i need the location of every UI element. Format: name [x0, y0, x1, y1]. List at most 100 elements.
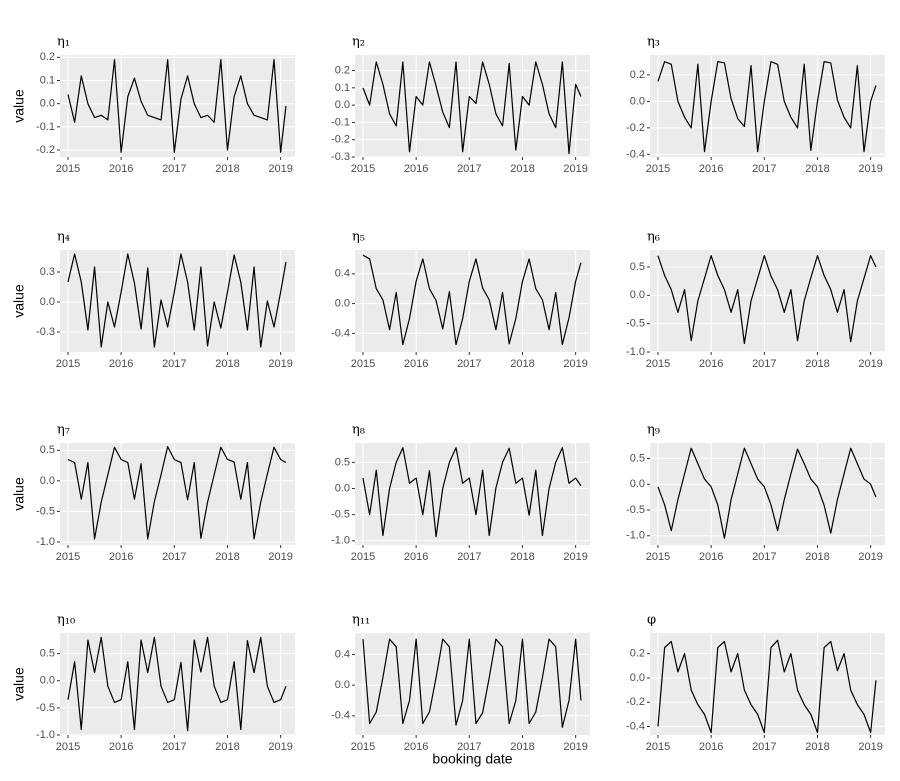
y-tick-label: 0.5 — [40, 444, 55, 456]
x-tick-label: 2018 — [805, 358, 829, 370]
data-line — [67, 446, 287, 540]
x-tick-label: 2016 — [699, 163, 723, 175]
x-tick-label: 2017 — [162, 551, 186, 563]
y-tick-label: -0.1 — [331, 116, 350, 128]
y-tick-label: 0.0 — [335, 679, 350, 691]
y-tick-label: 0.5 — [630, 261, 645, 273]
x-tick-label: 2019 — [563, 741, 587, 753]
y-tick-label: 0.3 — [40, 266, 55, 278]
x-tick-label: 2019 — [858, 163, 882, 175]
x-tick-label: 2019 — [563, 551, 587, 563]
x-tick-label: 2018 — [805, 741, 829, 753]
y-tick-label: -1.0 — [626, 530, 645, 542]
y-tick-label: -0.1 — [36, 121, 55, 133]
y-tick-label: -0.4 — [626, 720, 645, 732]
y-tick-label: 0.0 — [335, 482, 350, 494]
panel: φ -0.4 -0.2 0.0 0.2 2015 2016 2017 2018 2019 — [626, 613, 885, 753]
y-tick-label: 0.5 — [630, 452, 645, 464]
y-tick-label: 0.0 — [630, 672, 645, 684]
data-line — [362, 638, 582, 728]
x-tick-label: 2018 — [805, 551, 829, 563]
x-tick-label: 2015 — [351, 163, 375, 175]
x-tick-label: 2017 — [457, 551, 481, 563]
x-tick-label: 2019 — [858, 741, 882, 753]
y-tick-label: 0.2 — [40, 51, 55, 63]
x-tick-label: 2017 — [457, 163, 481, 175]
x-tick-label: 2016 — [404, 551, 428, 563]
x-tick-label: 2019 — [858, 358, 882, 370]
x-tick-label: 2019 — [563, 163, 587, 175]
panel-title: η₇ — [57, 423, 70, 438]
x-tick-label: 2017 — [752, 163, 776, 175]
y-tick-label: -0.5 — [36, 702, 55, 714]
panel-title: η₆ — [647, 230, 660, 245]
x-tick-label: 2016 — [404, 358, 428, 370]
panel: η₄ -0.3 0.0 0.3 2015 2016 2017 2018 2019 value — [11, 230, 295, 370]
data-line — [657, 447, 877, 539]
x-tick-label: 2015 — [56, 163, 80, 175]
y-tick-label: -1.0 — [36, 536, 55, 548]
panel: η₉ -1.0 -0.5 0.0 0.5 2015 2016 2017 2018 2019 — [626, 423, 885, 563]
y-tick-label: -0.4 — [331, 710, 350, 722]
y-tick-label: 0.0 — [40, 98, 55, 110]
x-tick-label: 2017 — [162, 358, 186, 370]
data-line — [67, 253, 287, 348]
y-tick-label: 0.5 — [40, 648, 55, 660]
panel-title: η₈ — [352, 423, 365, 438]
panel: η₈ -1.0 -0.5 0.0 0.5 2015 2016 2017 2018 2019 — [331, 423, 590, 563]
plot-background — [60, 443, 295, 545]
data-line — [657, 61, 877, 153]
x-tick-label: 2019 — [563, 358, 587, 370]
x-axis-label: booking date — [432, 751, 512, 767]
y-tick-label: 0.2 — [630, 648, 645, 660]
panel-title: η₅ — [352, 230, 365, 245]
y-axis-label: value — [11, 667, 27, 701]
panel: η₅ -0.4 0.0 0.4 2015 2016 2017 2018 2019 — [331, 230, 590, 370]
x-tick-label: 2017 — [752, 741, 776, 753]
x-tick-label: 2018 — [805, 163, 829, 175]
x-tick-label: 2019 — [268, 163, 292, 175]
data-line — [657, 639, 877, 734]
data-line — [67, 59, 287, 153]
x-tick-label: 2015 — [646, 551, 670, 563]
x-tick-label: 2018 — [215, 741, 239, 753]
y-tick-label: -0.5 — [626, 318, 645, 330]
data-line — [67, 636, 287, 732]
y-tick-label: -0.2 — [36, 144, 55, 156]
x-tick-label: 2015 — [351, 358, 375, 370]
y-tick-label: 0.0 — [335, 298, 350, 310]
x-tick-label: 2016 — [404, 741, 428, 753]
x-tick-label: 2017 — [162, 163, 186, 175]
x-tick-label: 2018 — [215, 358, 239, 370]
x-tick-label: 2015 — [56, 551, 80, 563]
x-tick-label: 2019 — [268, 551, 292, 563]
y-tick-label: 0.1 — [335, 82, 350, 94]
y-tick-label: -1.0 — [36, 729, 55, 741]
plot-background — [650, 55, 885, 157]
panel: η₇ -1.0 -0.5 0.0 0.5 2015 2016 2017 2018 2019 valu… — [11, 423, 295, 563]
panel-title: η₉ — [647, 423, 660, 438]
x-tick-label: 2016 — [109, 741, 133, 753]
y-tick-label: 0.0 — [630, 478, 645, 490]
y-tick-label: 0.0 — [40, 475, 55, 487]
panel-title: η₄ — [57, 230, 70, 245]
x-tick-label: 2019 — [858, 551, 882, 563]
x-tick-label: 2018 — [215, 163, 239, 175]
panel-title: η₁₀ — [57, 613, 75, 628]
x-tick-label: 2019 — [268, 358, 292, 370]
y-axis-label: value — [11, 477, 27, 511]
x-tick-label: 2016 — [699, 551, 723, 563]
panel: η₆ -1.0 -0.5 0.0 0.5 2015 2016 2017 2018 2019 — [626, 230, 885, 370]
plot-background — [650, 633, 885, 735]
y-tick-label: -0.3 — [36, 326, 55, 338]
x-tick-label: 2015 — [56, 741, 80, 753]
x-tick-label: 2016 — [699, 358, 723, 370]
y-tick-label: -0.2 — [626, 696, 645, 708]
y-tick-label: 0.0 — [40, 675, 55, 687]
y-tick-label: -0.4 — [331, 327, 350, 339]
data-line — [362, 254, 582, 346]
y-tick-label: 0.0 — [40, 296, 55, 308]
x-tick-label: 2017 — [162, 741, 186, 753]
y-tick-label: -0.2 — [331, 134, 350, 146]
